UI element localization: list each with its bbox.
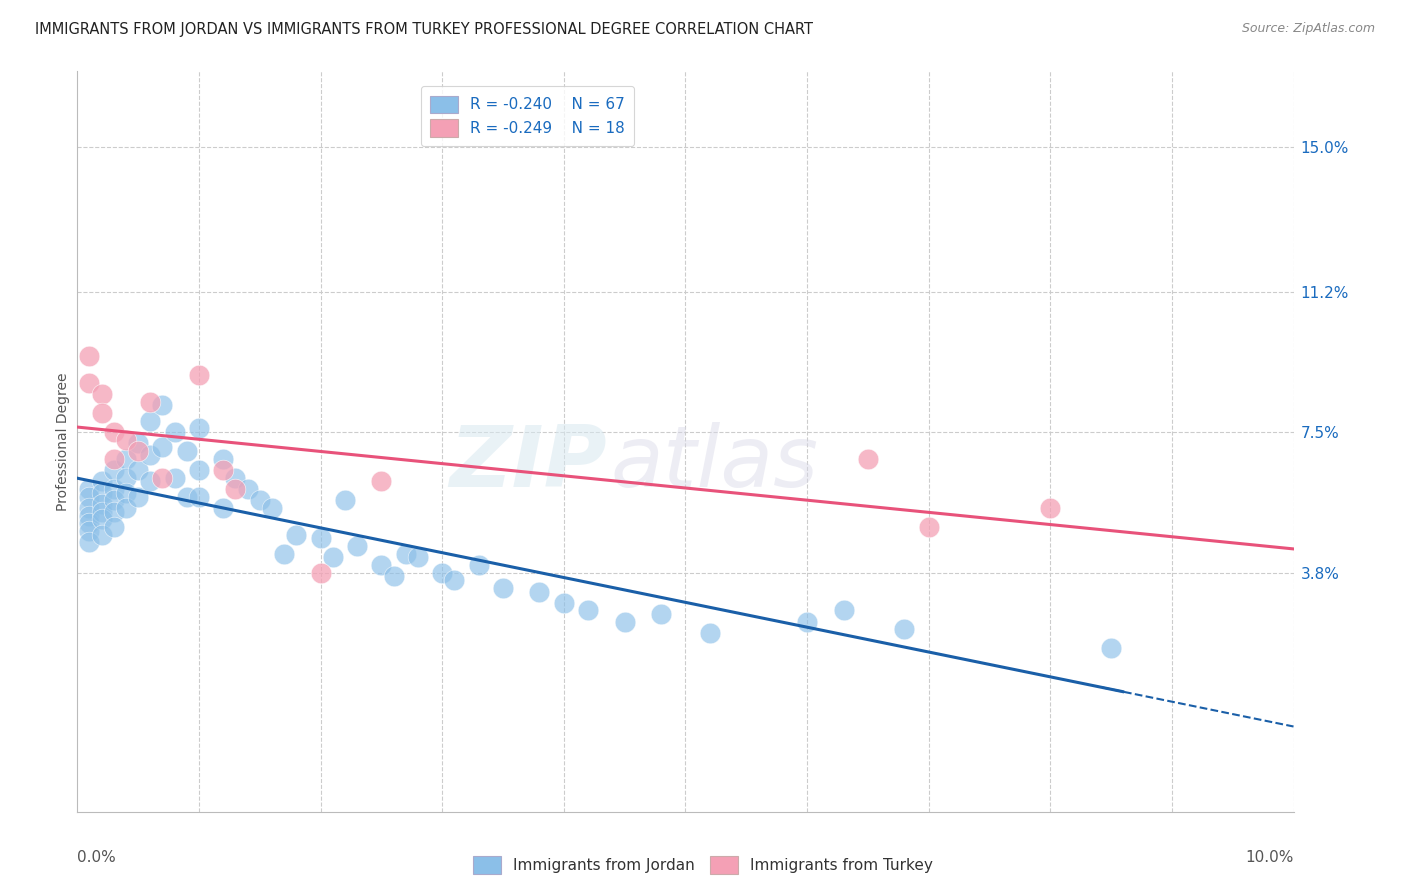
Point — [152, 470, 174, 484]
Point — [127, 436, 149, 450]
Point — [79, 376, 101, 390]
Point — [139, 475, 162, 489]
Point — [103, 482, 125, 496]
Point — [260, 500, 283, 515]
Point — [90, 527, 112, 541]
Point — [139, 394, 162, 409]
Point — [139, 414, 162, 428]
Point — [188, 421, 211, 435]
Point — [103, 493, 125, 508]
Point — [918, 520, 941, 534]
Point — [346, 539, 368, 553]
Point — [1039, 500, 1062, 515]
Point — [90, 406, 112, 420]
Point — [273, 547, 295, 561]
Point — [382, 569, 405, 583]
Point — [613, 615, 636, 629]
Point — [576, 603, 599, 617]
Point — [395, 547, 418, 561]
Point — [176, 444, 198, 458]
Point — [90, 512, 112, 526]
Point — [333, 493, 356, 508]
Text: ZIP: ZIP — [449, 422, 606, 505]
Point — [79, 500, 101, 515]
Point — [309, 532, 332, 546]
Y-axis label: Professional Degree: Professional Degree — [56, 372, 70, 511]
Point — [79, 490, 101, 504]
Point — [699, 626, 721, 640]
Point — [127, 463, 149, 477]
Point — [90, 497, 112, 511]
Point — [856, 451, 879, 466]
Point — [322, 550, 344, 565]
Point — [467, 558, 489, 572]
Point — [79, 508, 101, 523]
Point — [115, 500, 138, 515]
Point — [115, 485, 138, 500]
Point — [529, 584, 551, 599]
Point — [224, 470, 246, 484]
Text: 0.0%: 0.0% — [77, 850, 117, 864]
Point — [188, 463, 211, 477]
Point — [370, 475, 392, 489]
Point — [90, 505, 112, 519]
Point — [152, 399, 174, 413]
Legend: Immigrants from Jordan, Immigrants from Turkey: Immigrants from Jordan, Immigrants from … — [467, 850, 939, 880]
Point — [406, 550, 429, 565]
Point — [127, 444, 149, 458]
Point — [212, 451, 235, 466]
Point — [79, 516, 101, 531]
Point — [152, 440, 174, 454]
Point — [79, 524, 101, 538]
Point — [188, 368, 211, 383]
Point — [492, 581, 515, 595]
Point — [236, 482, 259, 496]
Point — [1099, 641, 1122, 656]
Point — [249, 493, 271, 508]
Text: atlas: atlas — [610, 422, 818, 505]
Point — [650, 607, 672, 622]
Point — [103, 505, 125, 519]
Point — [832, 603, 855, 617]
Point — [115, 451, 138, 466]
Point — [79, 349, 101, 363]
Point — [103, 425, 125, 439]
Point — [553, 596, 575, 610]
Point — [127, 490, 149, 504]
Point — [115, 433, 138, 447]
Point — [90, 485, 112, 500]
Point — [443, 573, 465, 587]
Point — [103, 451, 125, 466]
Text: 10.0%: 10.0% — [1246, 850, 1294, 864]
Point — [115, 470, 138, 484]
Point — [90, 475, 112, 489]
Point — [90, 387, 112, 401]
Point — [212, 463, 235, 477]
Point — [188, 490, 211, 504]
Point — [893, 623, 915, 637]
Point — [79, 535, 101, 549]
Point — [103, 463, 125, 477]
Text: Source: ZipAtlas.com: Source: ZipAtlas.com — [1241, 22, 1375, 36]
Point — [796, 615, 818, 629]
Point — [79, 482, 101, 496]
Point — [370, 558, 392, 572]
Point — [309, 566, 332, 580]
Point — [224, 482, 246, 496]
Point — [212, 500, 235, 515]
Point — [430, 566, 453, 580]
Point — [139, 448, 162, 462]
Point — [163, 425, 186, 439]
Point — [103, 520, 125, 534]
Point — [163, 470, 186, 484]
Legend: R = -0.240    N = 67, R = -0.249    N = 18: R = -0.240 N = 67, R = -0.249 N = 18 — [420, 87, 634, 146]
Text: IMMIGRANTS FROM JORDAN VS IMMIGRANTS FROM TURKEY PROFESSIONAL DEGREE CORRELATION: IMMIGRANTS FROM JORDAN VS IMMIGRANTS FRO… — [35, 22, 813, 37]
Point — [285, 527, 308, 541]
Point — [176, 490, 198, 504]
